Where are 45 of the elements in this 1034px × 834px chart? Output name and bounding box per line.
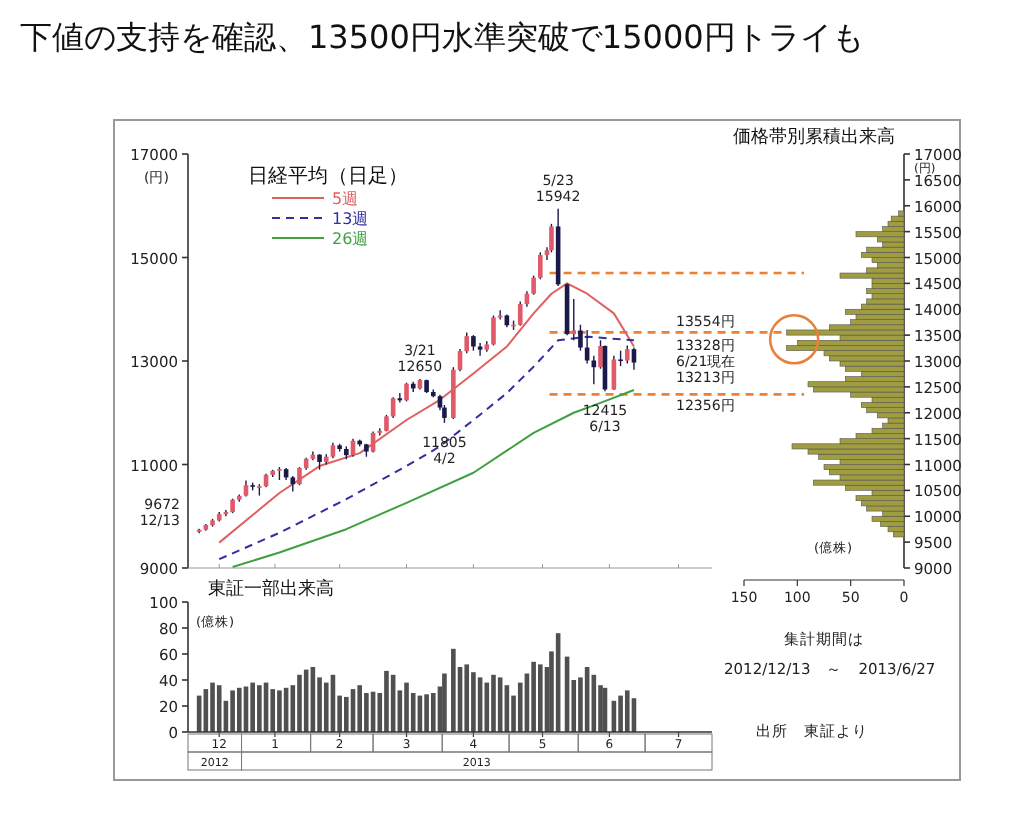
- bar: [484, 682, 490, 732]
- legend-label: 5週: [332, 190, 359, 208]
- bar: [618, 695, 623, 732]
- bar: [297, 674, 302, 732]
- bar: [344, 696, 349, 732]
- chart-title: 価格帯別累積出来高: [733, 126, 895, 148]
- bar: [471, 672, 476, 732]
- bar: [491, 674, 496, 732]
- line-series: [218, 335, 635, 561]
- bar: [424, 694, 429, 732]
- bar: [442, 673, 447, 732]
- bar: [624, 690, 630, 732]
- bar: [384, 670, 389, 732]
- candlestick: [624, 344, 630, 365]
- candlestick: [591, 355, 597, 385]
- chart-title: 下値の支持を確認、13500円水準突破で15000円トライも: [20, 18, 864, 56]
- bar: [430, 693, 436, 732]
- bar: [216, 685, 222, 732]
- bar: [364, 693, 369, 732]
- chart-title: 東証一部出来高: [208, 578, 334, 600]
- candlestick: [404, 382, 409, 403]
- bar: [517, 682, 523, 732]
- bar: [404, 682, 409, 732]
- bar: [357, 685, 362, 732]
- legend-label: 13週: [332, 210, 369, 228]
- bar: [538, 664, 543, 732]
- bar: [451, 648, 456, 732]
- legend-title: 日経平均（日足）: [248, 164, 408, 188]
- bar: [464, 664, 470, 732]
- bar: [270, 689, 276, 732]
- bar: [277, 690, 282, 732]
- bar: [531, 661, 536, 732]
- bar: [230, 690, 235, 732]
- bar: [257, 685, 262, 732]
- bar: [210, 682, 215, 732]
- candlestick: [491, 314, 496, 347]
- line-series: [231, 388, 635, 568]
- bar: [236, 687, 242, 732]
- candlestick: [631, 346, 637, 371]
- legend-label: 26週: [332, 230, 369, 248]
- line-series: [218, 282, 635, 544]
- bar: [323, 682, 329, 732]
- candlestick: [538, 251, 543, 280]
- candlestick: [297, 466, 302, 486]
- bar: [250, 682, 255, 732]
